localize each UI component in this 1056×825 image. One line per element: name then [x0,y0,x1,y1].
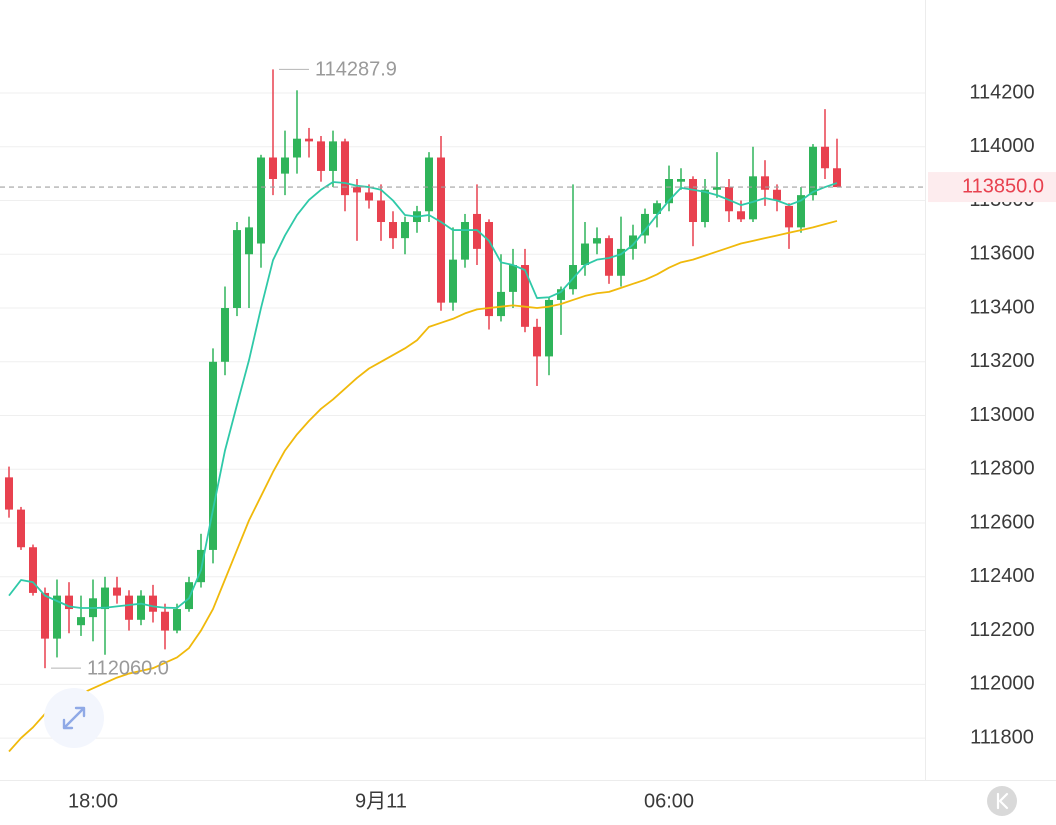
y-tick-label: 112400 [969,565,1034,587]
candle-body [221,308,229,362]
candle-body [737,211,745,220]
candle-body [365,192,373,201]
y-tick-label: 113000 [969,404,1034,426]
candle-body [137,595,145,620]
candle-body [305,138,313,142]
candle-body [521,265,529,327]
max-annotation: 114287.9 [315,59,397,81]
moving-average-line [8,181,838,609]
candle-body [341,141,349,196]
candle-body [605,238,613,276]
candle-body [53,595,61,639]
candle-body [437,157,445,303]
y-tick-label: 114000 [969,135,1034,157]
candle-body [773,189,781,201]
candle-body [149,595,157,612]
candle-body [293,138,301,158]
candle-body [77,617,85,626]
candle-body [5,477,13,510]
candle-body [797,195,805,228]
expand-button[interactable] [44,688,104,748]
candle-body [401,222,409,239]
moving-average-line [8,220,838,753]
y-tick-label: 112200 [969,619,1034,641]
candle-body [533,326,541,357]
candle-body [701,189,709,223]
candle-body [173,609,181,631]
candle-body [473,213,481,249]
candle-body [425,157,433,212]
candle-body [593,238,601,244]
candle-body [17,509,25,548]
y-tick-label: 114200 [969,81,1034,103]
candle-body [41,592,49,639]
last-price-label: 113850.0 [962,175,1044,197]
candle-body [677,179,685,182]
candle-body [113,587,121,596]
candle-body [749,176,757,220]
candle-body [821,146,829,169]
candle-body [497,291,505,317]
candle-body [761,176,769,190]
candle-body [353,187,361,193]
candle-body [161,611,169,631]
candle-body [317,141,325,171]
candle-body [449,259,457,303]
candle-body [389,222,397,239]
x-tick-label: 06:00 [644,790,694,812]
candle-body [617,248,625,276]
last-price-box [928,172,1056,203]
candle-body [29,547,37,593]
grid-layer [0,92,925,739]
x-tick-label: 9月11 [355,790,407,812]
collapse-button[interactable] [987,786,1017,816]
y-tick-label: 113600 [969,243,1034,265]
candle-body [581,243,589,266]
x-tick-label: 18:00 [68,790,118,812]
candle-body [653,203,661,214]
candle-body [629,235,637,249]
candle-body [461,222,469,260]
label-layer: 111800 112000 112200 112400 112600 112800 1130… [51,59,1056,812]
y-tick-label: 112000 [969,673,1034,695]
y-tick-label: 111800 [970,726,1034,748]
candle-body [689,179,697,223]
candle-body [257,157,265,244]
candle-body [545,299,553,357]
candle-body [65,595,73,610]
candle-body [809,146,817,196]
candle-body [665,179,673,204]
candle-body [245,227,253,255]
candle-body [281,157,289,174]
plot-area [0,69,925,753]
candle-body [233,230,241,309]
candle-body [485,222,493,317]
candle-body [641,213,649,236]
candle-body [785,205,793,228]
candle-body [833,168,841,188]
candle-body [101,587,109,610]
min-annotation: 112060.0 [87,657,169,679]
y-tick-label: 113200 [969,350,1034,372]
candle-body [185,582,193,610]
candle-body [509,265,517,292]
y-tick-label: 112600 [969,511,1034,533]
candle-body [125,595,133,620]
candle-body [377,200,385,223]
candle-body [713,187,721,190]
candle-body [557,289,565,300]
candle-body [209,361,217,550]
candle-body [269,157,277,180]
y-tick-label: 113400 [969,296,1034,318]
candle-body [329,141,337,171]
y-tick-label: 112800 [969,458,1034,480]
